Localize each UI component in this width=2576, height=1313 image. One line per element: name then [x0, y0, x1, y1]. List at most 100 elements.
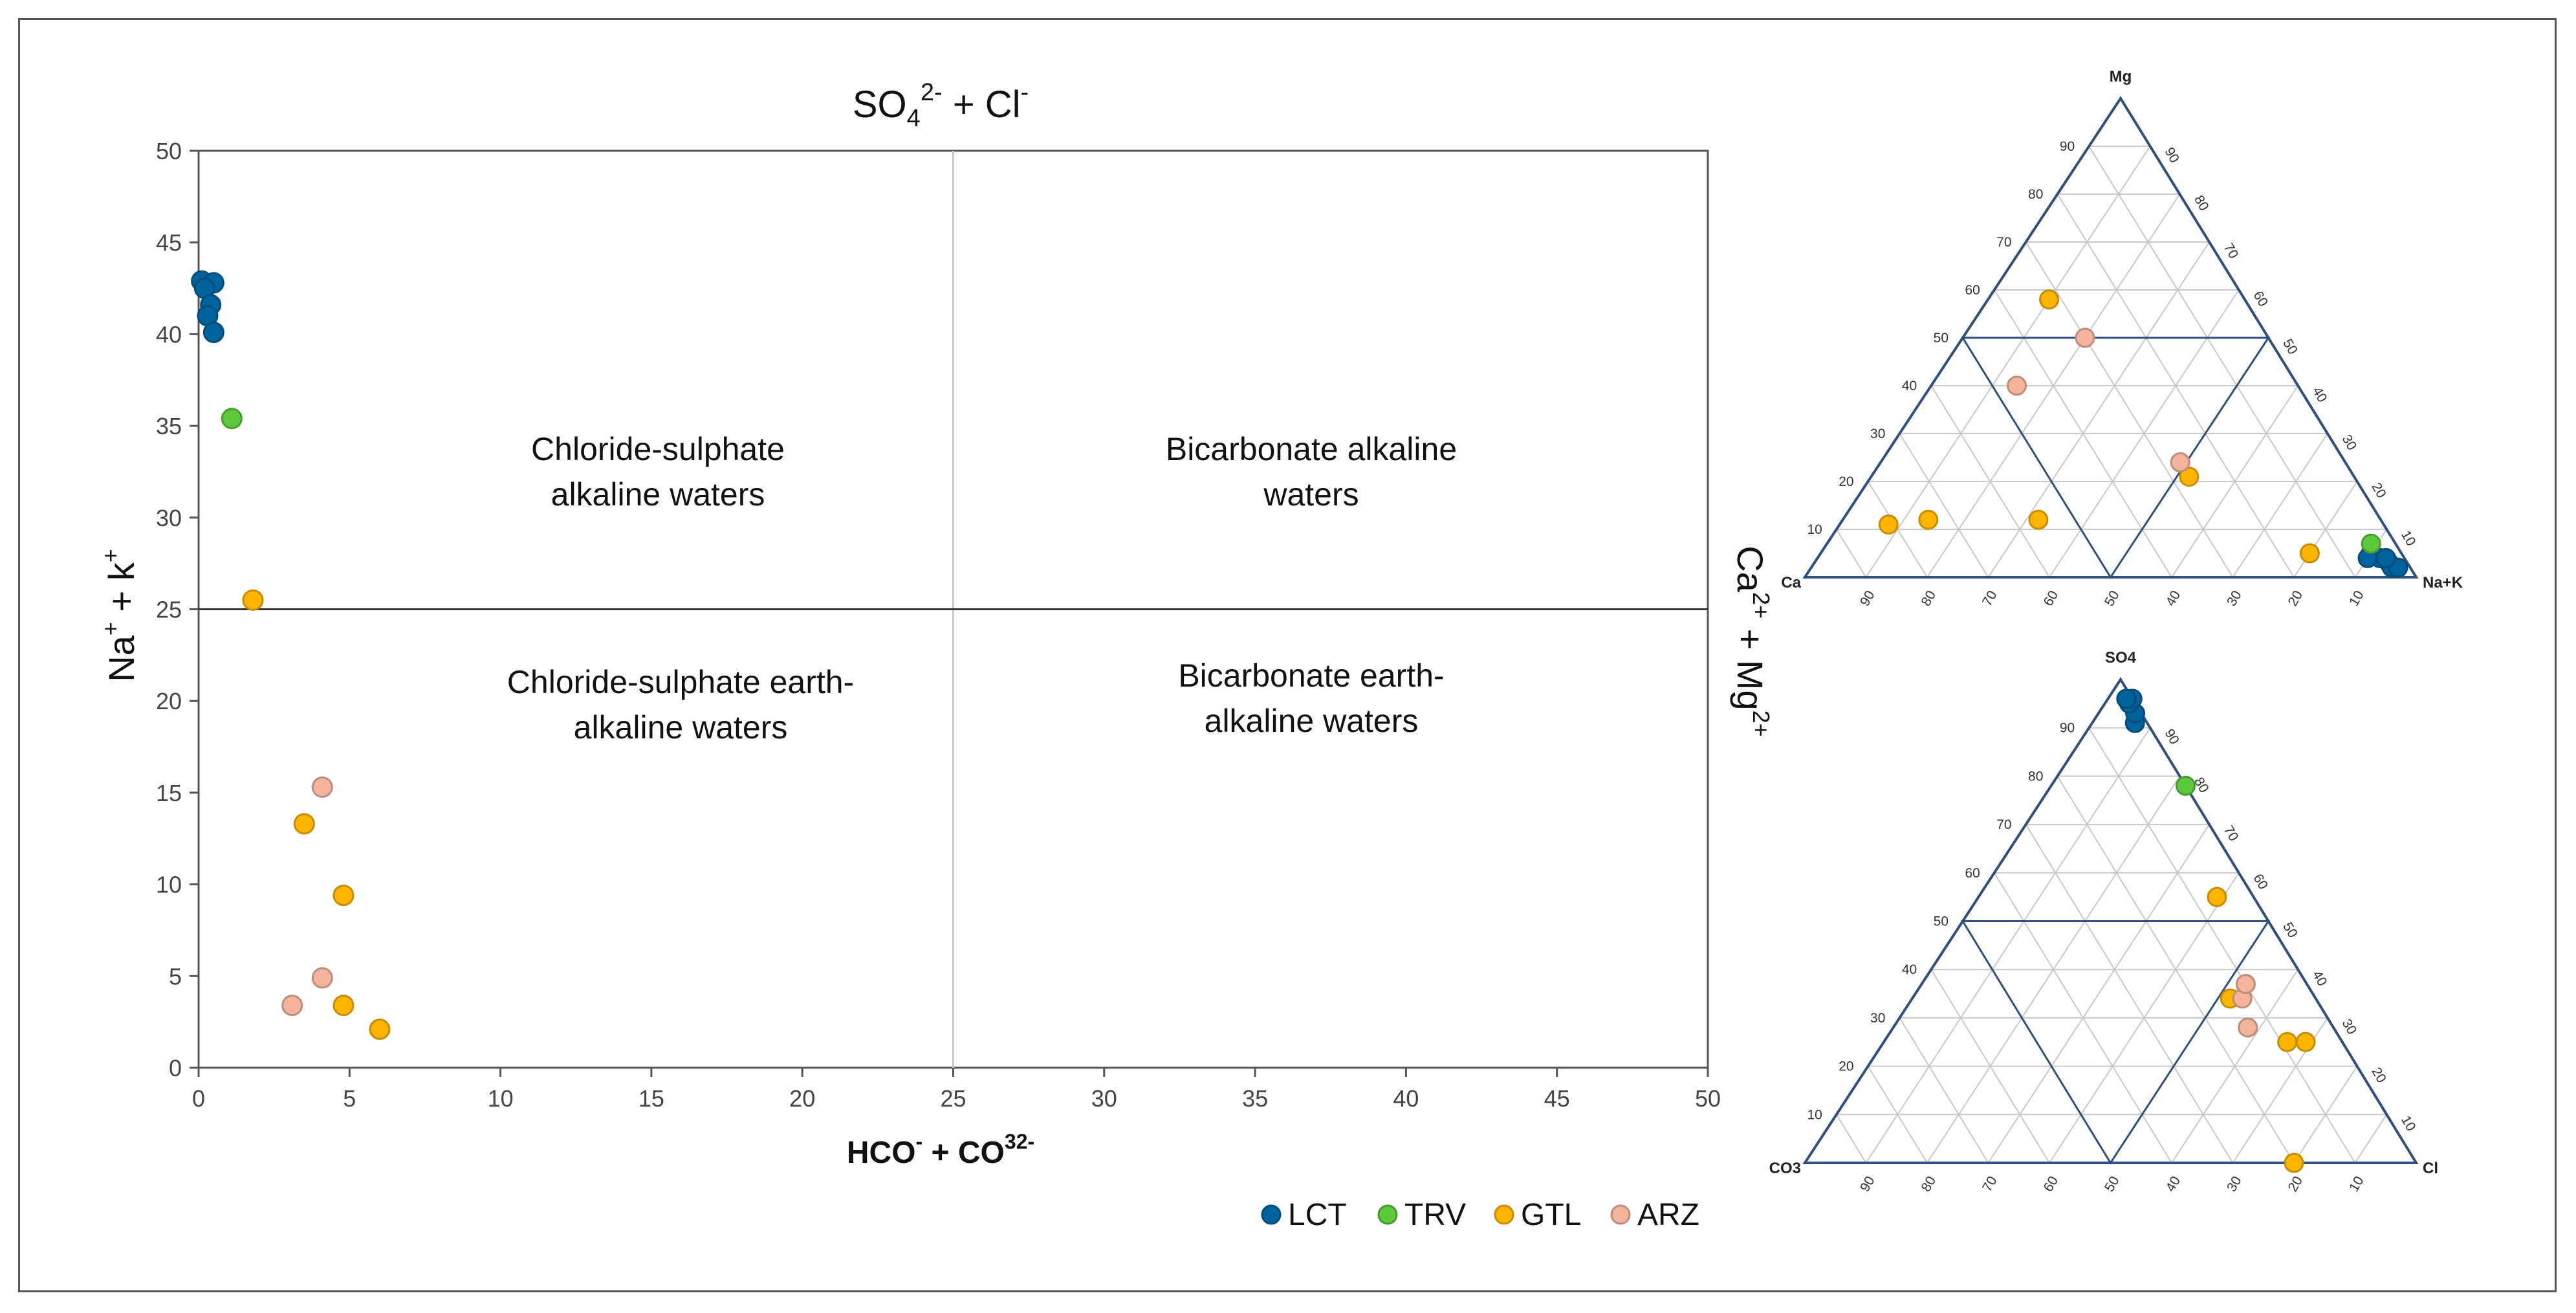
point-gtl [369, 1018, 391, 1040]
xlabel-sup2: 2- [1016, 1130, 1034, 1153]
title-rest: + Cl [943, 83, 1021, 126]
y-tick-label: 20 [156, 688, 182, 714]
ternary-point-gtl [2277, 1032, 2298, 1052]
ternary-tick-bottom: 10 [2346, 1174, 2367, 1195]
ternary-tick-right: 90 [2161, 727, 2182, 747]
point-arz [281, 995, 303, 1017]
quadrant-bottom-right-line1: Bicarbonate earth- [1178, 657, 1444, 694]
point-arz [311, 967, 333, 989]
ternary-tick-left: 60 [1965, 866, 1980, 881]
title-sub: 4 [907, 105, 921, 132]
ternary-grid-line [1899, 1017, 1989, 1164]
ternary-point-gtl [2028, 509, 2049, 530]
ternary-grid-line [1899, 433, 1989, 578]
quadrant-top-right-line2: waters [1263, 476, 1359, 513]
y-tick-label: 0 [169, 1055, 182, 1081]
ternary-grid-line [1865, 727, 2151, 1164]
ternary-point-trv [2361, 533, 2381, 554]
title-sup: 2- [921, 79, 943, 106]
legend-marker-arz [1610, 1204, 1631, 1225]
quadrant-top-left-line1: Chloride-sulphate [531, 431, 785, 467]
y-tick-label: 50 [156, 138, 182, 164]
ternary-grid-line [2088, 727, 2356, 1164]
right-label-sup2: 2+ [1748, 711, 1774, 737]
ternary-label-right: Na+K [2423, 574, 2463, 591]
ternary-tick-left: 10 [1807, 522, 1822, 537]
legend-marker-gtl [1494, 1204, 1514, 1225]
ternary-tick-bottom: 40 [2163, 1174, 2184, 1195]
cation-ternary-diagram: 10 10 10 20 20 20 30 30 30 40 40 40 50 50 50 60 60 60 70 70… [1781, 68, 2463, 609]
y-tick-label: 45 [156, 230, 182, 256]
ternary-tick-right: 50 [2280, 920, 2300, 941]
ylabel-base: Na [101, 635, 142, 681]
ternary-point-arz [2075, 327, 2095, 348]
ternary-tick-right: 50 [2280, 337, 2300, 357]
ternary-label-top: Mg [2110, 68, 2132, 85]
ternary-tick-bottom: 70 [1980, 1174, 2000, 1195]
xlabel-sup: - [916, 1130, 923, 1153]
ternary-point-gtl [2295, 1032, 2316, 1052]
xlabel-sub2: 3 [1005, 1130, 1016, 1153]
legend-marker-trv [1377, 1204, 1398, 1225]
x-tick-label: 20 [789, 1085, 815, 1112]
ternary-grid-line [1930, 969, 2050, 1164]
legend-label-lct: LCT [1288, 1198, 1347, 1232]
ternary-tick-bottom: 90 [1857, 588, 1878, 609]
ylabel-sup2: + [97, 549, 124, 562]
ternary-grid-line [1865, 146, 2151, 578]
ternary-tick-left: 60 [1965, 283, 1980, 298]
ternary-grid-line [2025, 824, 2234, 1164]
ternary-grid-line [1867, 1066, 1928, 1164]
ternary-point-lct [2375, 547, 2396, 568]
ternary-point-gtl [2179, 467, 2199, 487]
ternary-label-left: CO3 [1769, 1160, 1801, 1177]
ternary-tick-right: 40 [2309, 384, 2330, 405]
ternary-tick-right: 10 [2398, 1113, 2419, 1134]
ternary-grid-line [1930, 385, 2050, 578]
x-tick-label: 35 [1242, 1085, 1268, 1112]
x-tick-label: 10 [488, 1085, 514, 1112]
ternary-tick-bottom: 20 [2286, 588, 2306, 609]
ternary-tick-left: 30 [1870, 1011, 1885, 1026]
title-sup2: - [1020, 79, 1029, 106]
ylabel-mid: + k [101, 562, 142, 622]
ternary-tick-left: 40 [1902, 379, 1917, 393]
point-gtl [333, 885, 355, 907]
y-axis-label: Na+ + k+ [97, 549, 142, 681]
ternary-point-gtl [2039, 289, 2060, 310]
right-axis-label: Ca2+ + Mg2+ [1730, 546, 1774, 736]
legend-marker-lct [1261, 1204, 1282, 1225]
ternary-tick-right: 10 [2398, 528, 2419, 549]
chart-title: SO42- + Cl- [853, 79, 1029, 132]
xlabel-mid: + CO [922, 1136, 1005, 1170]
legend-label-trv: TRV [1404, 1198, 1466, 1232]
ternary-tick-left: 20 [1839, 1059, 1853, 1074]
ternary-tick-left: 10 [1807, 1107, 1822, 1122]
point-trv [221, 408, 243, 430]
ternary-tick-right: 60 [2250, 872, 2271, 892]
ternary-label-top: SO4 [2105, 649, 2137, 667]
ternary-grid-line [2025, 241, 2234, 578]
ternary-grid-line [2171, 385, 2299, 578]
ternary-tick-left: 80 [2028, 187, 2043, 202]
ternary-tick-left: 70 [1996, 235, 2011, 250]
ternary-grid-line [1987, 241, 2210, 578]
quadrant-top-left-line2: alkaline waters [551, 476, 765, 513]
x-tick-label: 50 [1695, 1085, 1721, 1112]
x-tick-label: 0 [192, 1085, 205, 1112]
right-label-mid: + Mg [1730, 619, 1771, 711]
ternary-tick-right: 70 [2221, 241, 2242, 261]
ternary-point-lct [2116, 689, 2137, 709]
ternary-point-gtl [1878, 514, 1899, 535]
ternary-tick-bottom: 50 [2102, 588, 2123, 609]
ternary-tick-bottom: 90 [1857, 1174, 1878, 1195]
ternary-tick-right: 20 [2368, 480, 2389, 501]
ternary-grid-line [1987, 824, 2210, 1164]
y-tick-label: 25 [156, 597, 182, 623]
ternary-tick-left: 50 [1934, 331, 1948, 346]
quadrant-bottom-left-line2: alkaline waters [574, 709, 788, 745]
x-tick-label: 40 [1393, 1085, 1419, 1112]
langelier-ludwig-chart: SO42- + Cl- HCO- + CO32- Na+ + k+ Ca2+ +… [97, 79, 1774, 1170]
ternary-tick-right: 40 [2309, 968, 2330, 989]
ternary-tick-right: 80 [2191, 193, 2212, 214]
